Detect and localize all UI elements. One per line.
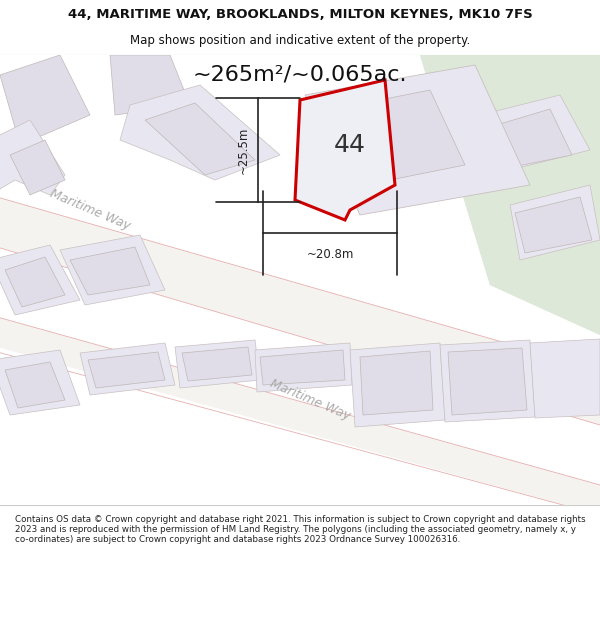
Polygon shape: [110, 55, 190, 115]
Polygon shape: [0, 350, 80, 415]
Polygon shape: [330, 90, 465, 185]
Polygon shape: [260, 350, 345, 385]
Polygon shape: [80, 343, 175, 395]
Polygon shape: [0, 120, 65, 195]
Text: Map shows position and indicative extent of the property.: Map shows position and indicative extent…: [130, 34, 470, 47]
Polygon shape: [490, 109, 572, 167]
Polygon shape: [448, 348, 527, 415]
Polygon shape: [440, 340, 535, 422]
Polygon shape: [175, 340, 260, 388]
Polygon shape: [0, 55, 90, 145]
Polygon shape: [255, 343, 352, 392]
Polygon shape: [330, 55, 600, 335]
Polygon shape: [60, 235, 165, 305]
Polygon shape: [420, 55, 600, 335]
Polygon shape: [88, 352, 165, 388]
Polygon shape: [0, 245, 80, 315]
Polygon shape: [295, 80, 395, 220]
Polygon shape: [5, 362, 65, 408]
Polygon shape: [510, 185, 600, 260]
Polygon shape: [0, 195, 600, 425]
Text: 44: 44: [334, 133, 366, 157]
Text: Maritime Way: Maritime Way: [268, 378, 352, 423]
Polygon shape: [305, 65, 530, 215]
Text: Contains OS data © Crown copyright and database right 2021. This information is : Contains OS data © Crown copyright and d…: [15, 514, 586, 544]
Text: 44, MARITIME WAY, BROOKLANDS, MILTON KEYNES, MK10 7FS: 44, MARITIME WAY, BROOKLANDS, MILTON KEY…: [68, 8, 532, 21]
Polygon shape: [10, 140, 65, 195]
Polygon shape: [182, 347, 252, 381]
Polygon shape: [0, 315, 600, 515]
Text: ~25.5m: ~25.5m: [237, 126, 250, 174]
Polygon shape: [480, 95, 590, 170]
Polygon shape: [530, 339, 600, 418]
Polygon shape: [70, 247, 150, 295]
Polygon shape: [145, 103, 255, 175]
Polygon shape: [120, 85, 280, 180]
Text: ~20.8m: ~20.8m: [307, 248, 353, 261]
Text: Maritime Way: Maritime Way: [48, 188, 132, 232]
Polygon shape: [5, 257, 65, 307]
Polygon shape: [350, 343, 445, 427]
Polygon shape: [515, 197, 592, 253]
Text: ~265m²/~0.065ac.: ~265m²/~0.065ac.: [193, 65, 407, 85]
Polygon shape: [360, 351, 433, 415]
